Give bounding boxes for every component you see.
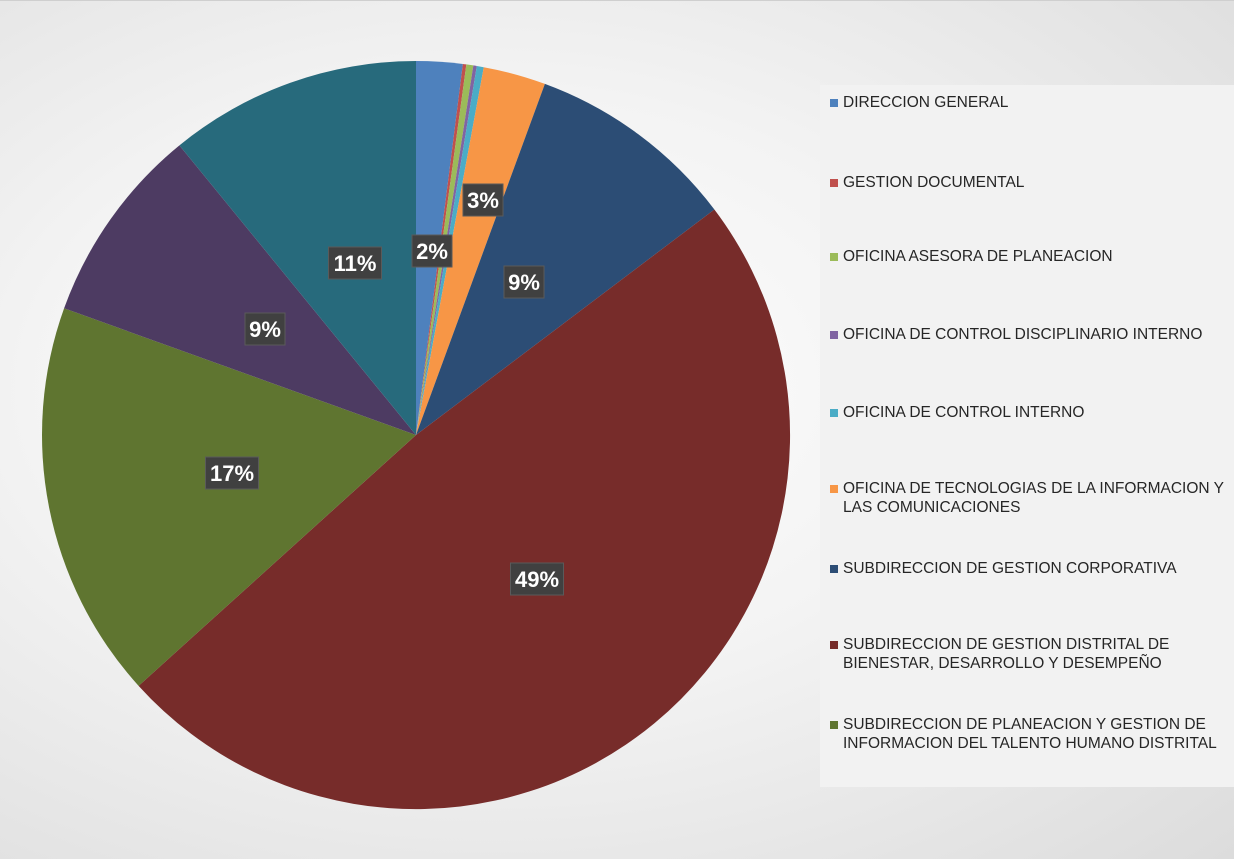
legend-swatch <box>830 565 838 573</box>
data-label-7: 49% <box>510 562 564 596</box>
legend-item-6: SUBDIRECCION DE GESTION CORPORATIVA <box>830 559 1230 578</box>
legend-swatch <box>830 253 838 261</box>
pie-slice-5 <box>416 67 545 435</box>
legend-item-1: GESTION DOCUMENTAL <box>830 173 1230 192</box>
legend-swatch <box>830 179 838 187</box>
legend-item-7: SUBDIRECCION DE GESTION DISTRITAL DE BIE… <box>830 635 1230 673</box>
pie-slice-8 <box>41 308 417 686</box>
legend-swatch <box>830 409 838 417</box>
data-label-6: 9% <box>503 265 545 299</box>
legend-label: OFICINA DE CONTROL DISCIPLINARIO INTERNO <box>843 326 1203 343</box>
data-label-8: 17% <box>205 456 259 490</box>
svg-text:9%: 9% <box>249 317 281 342</box>
pie-data-labels: 2% 3% 9% 49% 17% 9% 11% <box>205 183 564 596</box>
legend: DIRECCION GENERAL GESTION DOCUMENTAL OFICI… <box>820 85 1234 787</box>
legend-item-8: SUBDIRECCION DE PLANEACION Y GESTION DE … <box>830 715 1230 753</box>
svg-text:9%: 9% <box>508 270 540 295</box>
svg-text:17%: 17% <box>210 461 254 486</box>
legend-item-5: OFICINA DE TECNOLOGIAS DE LA INFORMACION… <box>830 479 1230 517</box>
legend-label: SUBDIRECCION DE GESTION DISTRITAL DE BIE… <box>843 636 1170 672</box>
svg-text:11%: 11% <box>334 251 377 276</box>
data-label-5: 3% <box>462 183 504 217</box>
pie-slice-10 <box>179 61 416 435</box>
pie-slice-7 <box>138 209 791 810</box>
legend-label: DIRECCION GENERAL <box>843 94 1009 111</box>
pie-slice-9 <box>64 145 417 435</box>
data-label-9: 9% <box>244 312 286 346</box>
legend-item-0: DIRECCION GENERAL <box>830 93 1230 112</box>
legend-label: GESTION DOCUMENTAL <box>843 174 1025 191</box>
legend-item-4: OFICINA DE CONTROL INTERNO <box>830 403 1230 422</box>
legend-label: SUBDIRECCION DE GESTION CORPORATIVA <box>843 560 1177 577</box>
pie-slice-6 <box>416 83 715 435</box>
legend-swatch <box>830 641 838 649</box>
legend-swatch <box>830 485 838 493</box>
legend-label: OFICINA DE CONTROL INTERNO <box>843 404 1085 421</box>
legend-swatch <box>830 331 838 339</box>
pie-slices <box>41 61 791 810</box>
data-label-0: 2% <box>411 234 453 268</box>
svg-text:2%: 2% <box>416 239 448 264</box>
legend-item-2: OFICINA ASESORA DE PLANEACION <box>830 247 1230 266</box>
legend-item-3: OFICINA DE CONTROL DISCIPLINARIO INTERNO <box>830 325 1230 344</box>
legend-label: OFICINA ASESORA DE PLANEACION <box>843 248 1113 265</box>
svg-text:49%: 49% <box>515 567 559 592</box>
data-label-10: 11% <box>328 246 382 280</box>
svg-text:3%: 3% <box>467 188 499 213</box>
legend-label: OFICINA DE TECNOLOGIAS DE LA INFORMACION… <box>843 480 1224 516</box>
legend-swatch <box>830 99 838 107</box>
legend-label: SUBDIRECCION DE PLANEACION Y GESTION DE … <box>843 716 1217 752</box>
legend-swatch <box>830 721 838 729</box>
